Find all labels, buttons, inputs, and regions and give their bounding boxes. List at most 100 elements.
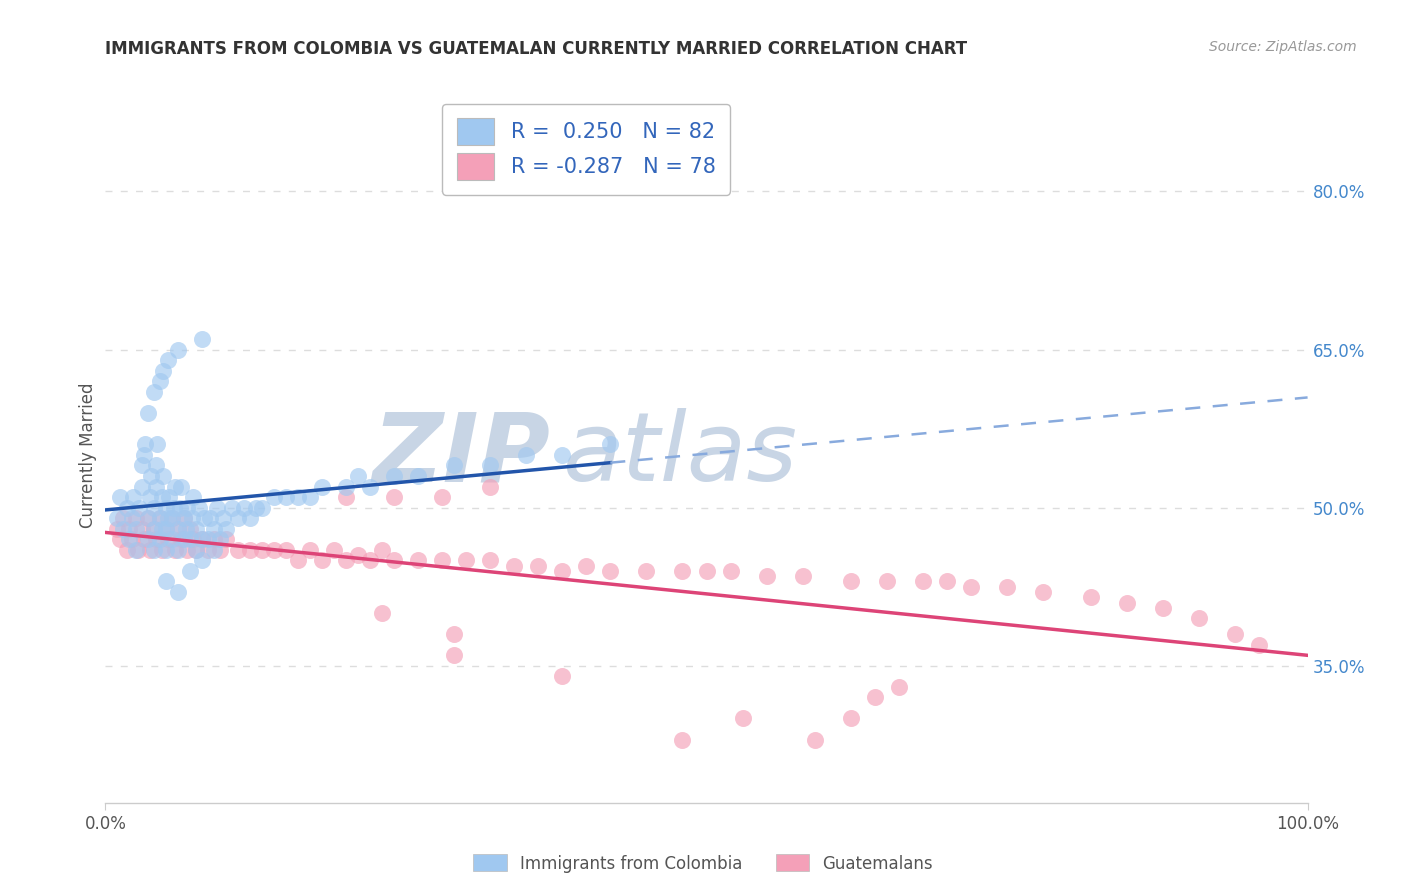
- Point: [454, 553, 477, 567]
- Point: [184, 542, 207, 557]
- Point: [179, 522, 201, 536]
- Point: [124, 522, 146, 536]
- Point: [179, 533, 201, 547]
- Point: [184, 522, 207, 536]
- Point: [142, 522, 165, 536]
- Point: [995, 580, 1018, 594]
- Point: [198, 511, 221, 525]
- Point: [197, 533, 219, 547]
- Point: [671, 732, 693, 747]
- Point: [876, 574, 898, 589]
- Point: [142, 542, 165, 557]
- Y-axis label: Currently Married: Currently Married: [79, 382, 97, 528]
- Point: [1080, 591, 1102, 605]
- Point: [150, 542, 173, 557]
- Point: [960, 580, 983, 594]
- Point: [184, 542, 207, 557]
- Point: [430, 490, 453, 504]
- Point: [145, 458, 167, 473]
- Point: [166, 542, 188, 557]
- Point: [160, 511, 183, 525]
- Point: [134, 437, 156, 451]
- Point: [335, 479, 357, 493]
- Point: [156, 511, 179, 525]
- Point: [190, 533, 212, 547]
- Point: [139, 490, 162, 504]
- Point: [250, 500, 273, 515]
- Point: [170, 533, 193, 547]
- Point: [139, 542, 162, 557]
- Point: [792, 569, 814, 583]
- Point: [131, 522, 153, 536]
- Point: [145, 533, 167, 547]
- Point: [142, 384, 165, 399]
- Point: [936, 574, 959, 589]
- Point: [160, 533, 183, 547]
- Point: [443, 648, 465, 663]
- Point: [311, 479, 333, 493]
- Point: [155, 542, 177, 557]
- Point: [406, 553, 429, 567]
- Point: [443, 627, 465, 641]
- Point: [169, 500, 191, 515]
- Point: [1188, 611, 1211, 625]
- Point: [146, 437, 169, 451]
- Point: [181, 511, 204, 525]
- Point: [287, 553, 309, 567]
- Text: ZIP: ZIP: [373, 409, 550, 501]
- Point: [145, 479, 167, 493]
- Point: [322, 542, 344, 557]
- Point: [207, 500, 229, 515]
- Point: [170, 479, 193, 493]
- Point: [263, 542, 285, 557]
- Point: [287, 490, 309, 504]
- Point: [181, 490, 204, 504]
- Point: [108, 533, 131, 547]
- Point: [155, 522, 177, 536]
- Point: [156, 533, 179, 547]
- Point: [181, 533, 204, 547]
- Point: [382, 490, 405, 504]
- Point: [479, 479, 502, 493]
- Point: [298, 490, 321, 504]
- Point: [1032, 585, 1054, 599]
- Point: [311, 553, 333, 567]
- Point: [551, 564, 574, 578]
- Point: [371, 606, 394, 620]
- Point: [107, 511, 129, 525]
- Point: [150, 490, 173, 504]
- Point: [515, 448, 537, 462]
- Point: [136, 511, 159, 525]
- Point: [671, 564, 693, 578]
- Point: [124, 511, 146, 525]
- Point: [166, 585, 188, 599]
- Point: [1152, 600, 1174, 615]
- Point: [911, 574, 934, 589]
- Point: [335, 490, 357, 504]
- Point: [148, 511, 170, 525]
- Point: [274, 490, 297, 504]
- Point: [188, 500, 211, 515]
- Point: [163, 500, 186, 515]
- Point: [166, 343, 188, 357]
- Point: [202, 542, 225, 557]
- Legend: R =  0.250   N = 82, R = -0.287   N = 78: R = 0.250 N = 82, R = -0.287 N = 78: [443, 103, 730, 194]
- Point: [239, 511, 262, 525]
- Point: [214, 533, 236, 547]
- Point: [232, 500, 254, 515]
- Point: [121, 533, 143, 547]
- Point: [202, 533, 225, 547]
- Point: [839, 574, 862, 589]
- Point: [118, 533, 141, 547]
- Point: [176, 542, 198, 557]
- Point: [371, 542, 394, 557]
- Point: [575, 558, 598, 573]
- Point: [127, 542, 149, 557]
- Point: [335, 553, 357, 567]
- Point: [124, 542, 146, 557]
- Point: [755, 569, 778, 583]
- Point: [173, 533, 195, 547]
- Point: [165, 542, 187, 557]
- Point: [720, 564, 742, 578]
- Point: [274, 542, 297, 557]
